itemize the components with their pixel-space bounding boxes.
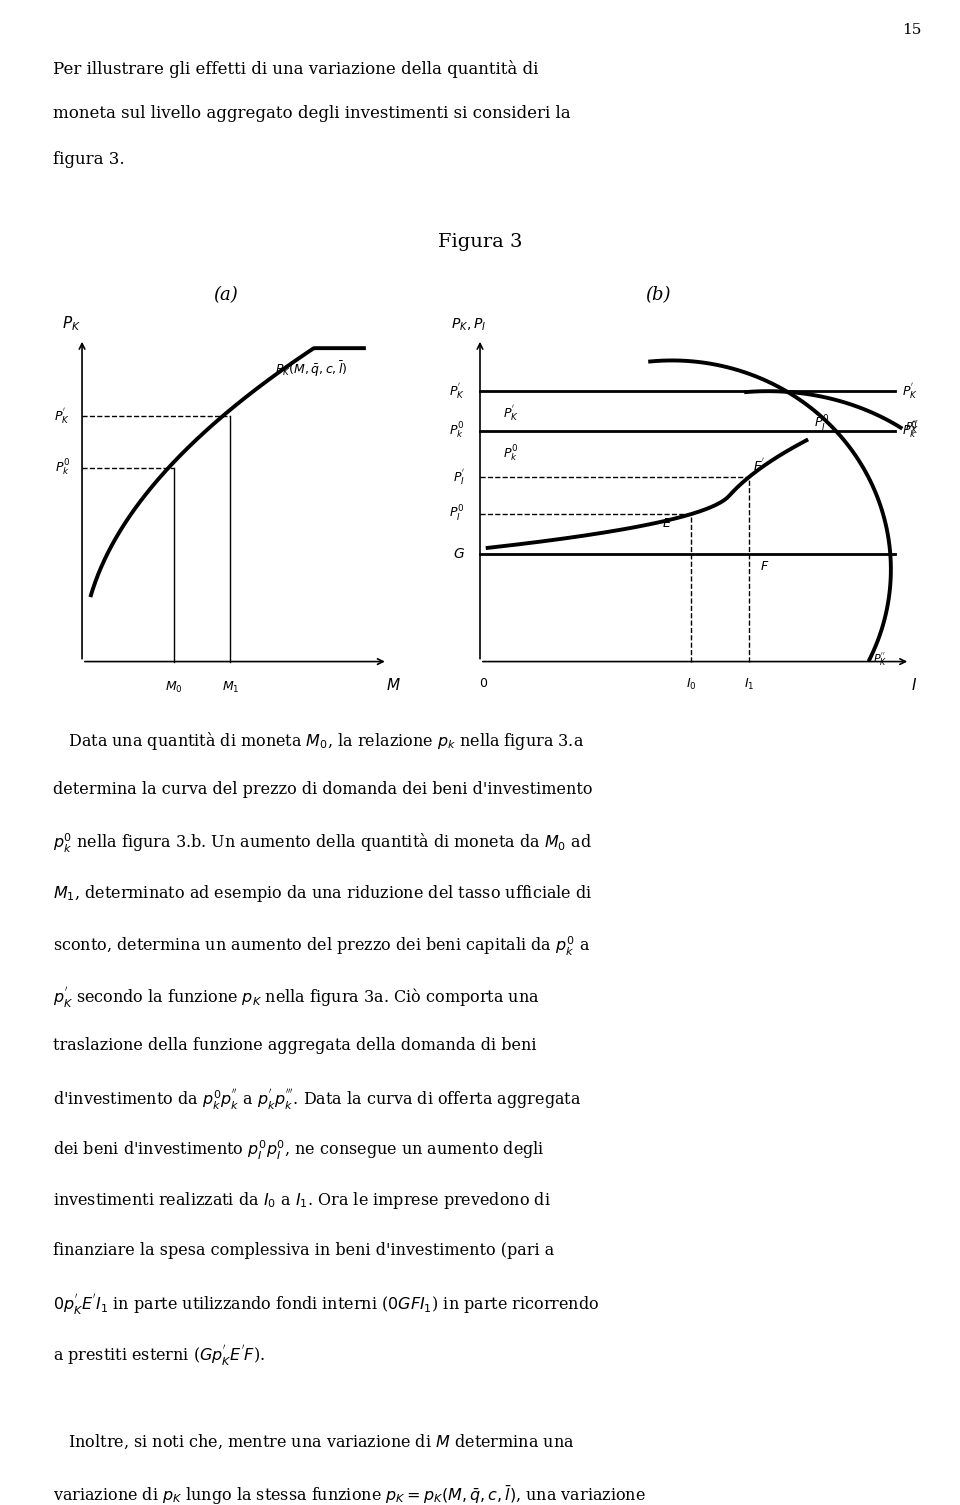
Text: $P_k^0$: $P_k^0$ <box>902 421 918 441</box>
Text: $P_K^{'}$: $P_K^{'}$ <box>902 381 919 400</box>
Text: $P_K^{'''}$: $P_K^{'''}$ <box>904 418 919 436</box>
Text: $M_0$: $M_0$ <box>165 680 183 695</box>
Text: finanziare la spesa complessiva in beni d'investimento (pari a: finanziare la spesa complessiva in beni … <box>53 1242 554 1258</box>
Text: $P_I^0$: $P_I^0$ <box>814 414 829 433</box>
Text: Figura 3: Figura 3 <box>438 233 522 251</box>
Text: $F$: $F$ <box>760 560 770 573</box>
Text: $0p_K^{'} E^{'} I_1$ in parte utilizzando fondi interni ($0GFI_1$) in parte rico: $0p_K^{'} E^{'} I_1$ in parte utilizzand… <box>53 1293 599 1317</box>
Text: $M_1$, determinato ad esempio da una riduzione del tasso ufficiale di: $M_1$, determinato ad esempio da una rid… <box>53 883 592 905</box>
Text: $P_K,P_I$: $P_K,P_I$ <box>451 316 486 333</box>
Text: traslazione della funzione aggregata della domanda di beni: traslazione della funzione aggregata del… <box>53 1037 537 1054</box>
Text: figura 3.: figura 3. <box>53 150 125 167</box>
Text: $p_k^0$ nella figura 3.b. Un aumento della quantità di moneta da $M_0$ ad: $p_k^0$ nella figura 3.b. Un aumento del… <box>53 832 591 855</box>
Text: (b): (b) <box>645 286 670 304</box>
Text: $P_k^0$: $P_k^0$ <box>55 458 70 479</box>
Text: $P_K^{''}$: $P_K^{''}$ <box>874 652 888 668</box>
Text: determina la curva del prezzo di domanda dei beni d'investimento: determina la curva del prezzo di domanda… <box>53 781 592 798</box>
Text: $M$: $M$ <box>386 677 401 692</box>
Text: d'investimento da $p_k^0 p_k^{''}$ a $p_k^{'} p_k^{'''}$. Data la curva di offer: d'investimento da $p_k^0 p_k^{''}$ a $p_… <box>53 1088 581 1112</box>
Text: sconto, determina un aumento del prezzo dei beni capitali da $p_k^0$ a: sconto, determina un aumento del prezzo … <box>53 935 589 957</box>
Text: $P_K^{'}$: $P_K^{'}$ <box>55 406 70 426</box>
Text: $P_K$: $P_K$ <box>62 315 81 333</box>
Text: Data una quantità di moneta $M_0$, la relazione $p_k$ nella figura 3.a: Data una quantità di moneta $M_0$, la re… <box>53 730 584 752</box>
Text: $P_I^0$: $P_I^0$ <box>449 504 465 524</box>
Text: $P_K^{'}$: $P_K^{'}$ <box>448 381 465 400</box>
Text: (a): (a) <box>213 286 238 304</box>
Text: $0$: $0$ <box>479 677 489 689</box>
Text: $E^{'}$: $E^{'}$ <box>753 458 765 474</box>
Text: $P_K^{'}$: $P_K^{'}$ <box>503 403 519 423</box>
Text: $G$: $G$ <box>452 546 465 561</box>
Text: $I_1$: $I_1$ <box>744 677 754 692</box>
Text: $I$: $I$ <box>911 677 917 692</box>
Text: Inoltre, si noti che, mentre una variazione di $M$ determina una: Inoltre, si noti che, mentre una variazi… <box>53 1433 574 1451</box>
Text: $P_k^0$: $P_k^0$ <box>503 444 518 464</box>
Text: $p_K^{'}$ secondo la funzione $p_K$ nella figura 3a. Ciò comporta una: $p_K^{'}$ secondo la funzione $p_K$ nell… <box>53 986 540 1010</box>
Text: $I_0$: $I_0$ <box>685 677 697 692</box>
Text: $P_k^0$: $P_k^0$ <box>449 421 465 441</box>
Text: variazione di $p_K$ lungo la stessa funzione $p_K = p_K(M, \bar{q}, c, \bar{l})$: variazione di $p_K$ lungo la stessa funz… <box>53 1484 646 1505</box>
Text: moneta sul livello aggregato degli investimenti si consideri la: moneta sul livello aggregato degli inves… <box>53 105 570 122</box>
Text: $M_1$: $M_1$ <box>222 680 239 695</box>
Text: $E$: $E$ <box>662 518 672 530</box>
Text: a prestiti esterni ($Gp_K^{'} E^{'} F$).: a prestiti esterni ($Gp_K^{'} E^{'} F$). <box>53 1344 265 1368</box>
Text: investimenti realizzati da $I_0$ a $I_1$. Ora le imprese prevedono di: investimenti realizzati da $I_0$ a $I_1$… <box>53 1190 550 1212</box>
Text: Per illustrare gli effetti di una variazione della quantità di: Per illustrare gli effetti di una variaz… <box>53 60 539 78</box>
Text: $P_K(M,\bar{q},c,\bar{l})$: $P_K(M,\bar{q},c,\bar{l})$ <box>275 360 348 379</box>
Text: 15: 15 <box>902 23 922 36</box>
Text: $P_I^{'}$: $P_I^{'}$ <box>452 468 465 488</box>
Text: dei beni d'investimento $p_I^0 p_I^0$, ne consegue un aumento degli: dei beni d'investimento $p_I^0 p_I^0$, n… <box>53 1139 544 1162</box>
